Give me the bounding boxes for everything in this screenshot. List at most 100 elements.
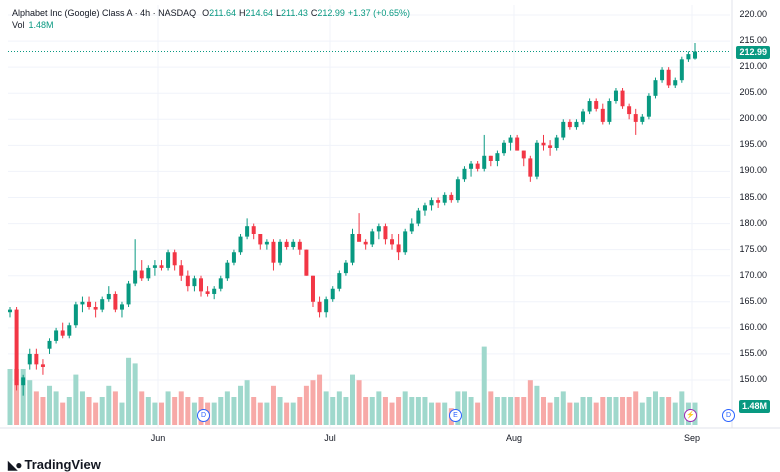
candle-body[interactable] [587, 101, 592, 112]
candle-body[interactable] [403, 231, 408, 253]
candle-body[interactable] [469, 163, 474, 169]
candle-body[interactable] [455, 179, 460, 201]
candle-body[interactable] [436, 200, 441, 203]
dividend-icon[interactable]: D [197, 409, 210, 422]
candle-body[interactable] [47, 340, 52, 349]
candle-body[interactable] [185, 275, 190, 287]
candle-body[interactable] [40, 364, 45, 367]
candle-body[interactable] [152, 265, 157, 268]
candle-body[interactable] [119, 304, 124, 310]
candle-body[interactable] [126, 283, 131, 305]
dividend-icon[interactable]: D [722, 409, 735, 422]
candle-body[interactable] [218, 278, 223, 289]
candle-body[interactable] [442, 194, 447, 203]
candle-body[interactable] [653, 80, 658, 96]
candle-body[interactable] [258, 234, 263, 245]
candle-body[interactable] [521, 150, 526, 159]
candle-body[interactable] [409, 223, 414, 232]
candle-body[interactable] [271, 241, 276, 263]
candle-body[interactable] [67, 325, 72, 336]
candle-body[interactable] [600, 108, 605, 122]
candle-body[interactable] [488, 155, 493, 161]
candle-body[interactable] [449, 194, 454, 201]
candle-body[interactable] [508, 137, 513, 143]
candle-body[interactable] [561, 121, 566, 138]
candle-body[interactable] [429, 200, 434, 206]
candle-body[interactable] [462, 168, 467, 180]
candle-body[interactable] [554, 137, 559, 148]
candle-body[interactable] [693, 51, 697, 59]
candle-body[interactable] [363, 241, 368, 245]
candle-body[interactable] [14, 309, 19, 386]
candle-body[interactable] [673, 80, 678, 86]
candle-body[interactable] [139, 270, 144, 279]
candle-body[interactable] [567, 121, 572, 128]
candle-body[interactable] [482, 155, 487, 169]
candle-body[interactable] [212, 288, 217, 294]
candle-body[interactable] [541, 142, 546, 146]
candle-body[interactable] [620, 90, 625, 107]
candle-body[interactable] [337, 273, 342, 289]
candle-body[interactable] [146, 267, 151, 279]
candle-body[interactable] [370, 231, 375, 245]
candle-body[interactable] [416, 210, 421, 224]
candle-body[interactable] [80, 301, 85, 305]
candle-body[interactable] [264, 241, 269, 245]
candle-body[interactable] [581, 111, 586, 122]
candle-body[interactable] [304, 249, 309, 276]
candle-body[interactable] [528, 158, 533, 177]
candle-body[interactable] [100, 299, 105, 310]
candle-body[interactable] [8, 309, 12, 313]
candle-body[interactable] [251, 226, 256, 234]
candle-body[interactable] [343, 262, 348, 274]
split-icon[interactable]: ⚡ [684, 409, 697, 422]
candle-body[interactable] [324, 299, 329, 313]
candle-body[interactable] [27, 353, 32, 365]
candle-body[interactable] [607, 101, 612, 122]
candle-body[interactable] [310, 275, 315, 302]
candle-body[interactable] [297, 241, 302, 250]
candle-body[interactable] [633, 114, 638, 122]
candle-body[interactable] [357, 234, 362, 242]
candle-body[interactable] [225, 262, 230, 279]
candle-body[interactable] [501, 142, 506, 154]
tradingview-logo[interactable]: ◣● TradingView [8, 457, 101, 472]
candle-body[interactable] [666, 69, 671, 86]
earnings-icon[interactable]: E [449, 409, 462, 422]
candle-body[interactable] [284, 241, 289, 248]
candle-body[interactable] [383, 226, 388, 240]
candle-body[interactable] [133, 270, 138, 284]
candle-body[interactable] [679, 59, 684, 81]
candle-body[interactable] [73, 304, 78, 326]
candle-body[interactable] [159, 265, 164, 268]
candle-body[interactable] [548, 145, 553, 148]
candle-body[interactable] [495, 153, 500, 161]
candle-body[interactable] [172, 252, 177, 266]
candle-body[interactable] [245, 226, 250, 237]
candle-body[interactable] [34, 353, 39, 365]
candle-body[interactable] [613, 90, 618, 102]
candle-body[interactable] [350, 234, 355, 263]
candle-body[interactable] [113, 293, 118, 310]
candle-body[interactable] [199, 278, 204, 292]
candle-body[interactable] [646, 95, 651, 117]
candle-body[interactable] [574, 121, 579, 128]
candle-body[interactable] [205, 291, 210, 294]
candle-body[interactable] [238, 236, 243, 253]
candle-body[interactable] [660, 69, 665, 81]
candle-body[interactable] [291, 241, 296, 248]
candle-body[interactable] [376, 226, 381, 232]
candle-body[interactable] [475, 163, 480, 169]
candle-body[interactable] [534, 142, 539, 177]
candle-body[interactable] [317, 301, 322, 313]
candle-body[interactable] [594, 101, 599, 109]
candle-body[interactable] [515, 137, 520, 151]
candle-body[interactable] [60, 330, 65, 336]
candle-body[interactable] [87, 301, 92, 307]
candle-body[interactable] [21, 377, 26, 386]
candle-body[interactable] [54, 330, 59, 341]
candle-body[interactable] [396, 244, 401, 253]
candle-body[interactable] [686, 54, 691, 60]
candle-body[interactable] [422, 205, 427, 211]
